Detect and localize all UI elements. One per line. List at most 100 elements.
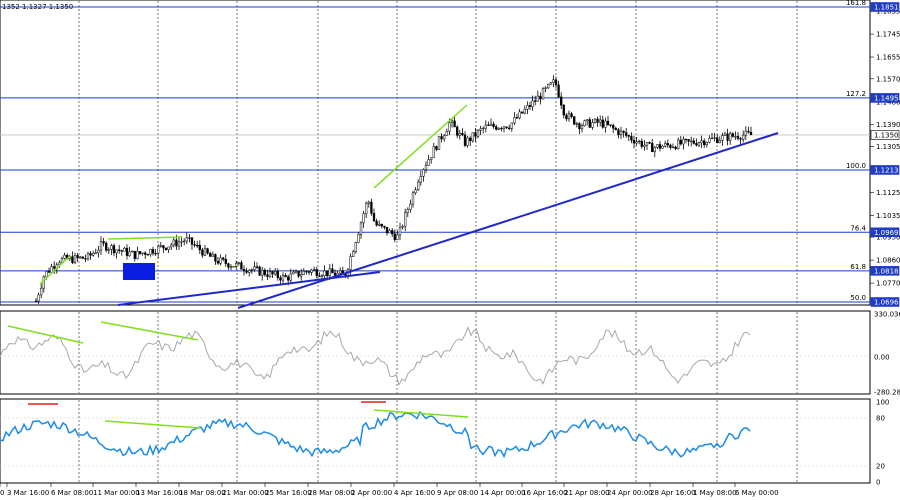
candle-body <box>102 241 105 244</box>
candle-body <box>526 105 529 110</box>
candle-body <box>183 240 186 243</box>
time-tick-label: 18 Mar 08:00 <box>179 489 226 497</box>
cci-tick-label: -280.2846 <box>874 389 900 397</box>
candle-body <box>671 146 675 149</box>
candle-body <box>726 133 729 141</box>
candle-body <box>541 88 545 100</box>
cci-pane[interactable] <box>0 310 871 395</box>
price-level-tag <box>870 297 900 307</box>
candle-body <box>554 79 558 86</box>
candle-body <box>401 225 404 228</box>
candle-body <box>107 249 110 251</box>
time-tick-label: 3 Mar 16:00 <box>7 489 49 497</box>
candle-body <box>583 120 586 127</box>
candle-body <box>664 143 667 147</box>
candle-body <box>255 266 259 268</box>
candle-body <box>359 222 363 235</box>
candle-body <box>281 275 285 281</box>
candle-body <box>159 245 162 247</box>
cci-indicator <box>0 321 870 386</box>
candle-body <box>469 137 472 142</box>
candle-body <box>749 131 753 136</box>
candle-body <box>40 287 43 296</box>
candle-body <box>151 249 155 254</box>
candle-body <box>409 203 412 210</box>
cci-axis: 330.0361 0.00 -280.2846 <box>874 311 900 397</box>
candle-body <box>34 300 38 303</box>
candle-body <box>391 230 394 235</box>
candle-body <box>430 157 433 160</box>
candle-body <box>742 134 745 140</box>
candle-body <box>596 118 599 123</box>
price-tick-label: 1.0860 <box>876 257 900 265</box>
rsi-indicator <box>0 401 870 467</box>
candle-body <box>149 249 152 255</box>
fib-level-label: 161.8 <box>846 0 866 7</box>
candle-body <box>45 271 48 278</box>
candle-body <box>365 203 368 215</box>
time-tick-label: 28 Apr 16:00 <box>650 489 696 497</box>
candle-body <box>497 127 500 130</box>
candle-body <box>502 126 506 129</box>
candle-body <box>307 271 311 273</box>
candle-body <box>700 140 703 143</box>
cci-divergence-line <box>7 325 84 344</box>
candle-body <box>523 108 526 114</box>
price-annotations[interactable] <box>39 104 779 309</box>
candle-body <box>240 262 243 270</box>
candle-body <box>508 127 511 130</box>
candle-body <box>593 118 597 123</box>
candle-body <box>440 136 443 140</box>
fib-level-label: 127.2 <box>846 90 866 98</box>
fib-level-label: 61.8 <box>850 263 866 271</box>
candle-body <box>617 129 620 136</box>
candle-body <box>248 269 251 273</box>
candle-body <box>653 147 656 153</box>
candle-body <box>211 254 214 257</box>
candle-body <box>679 139 682 145</box>
time-tick-label: 9 Apr 08:00 <box>437 489 478 497</box>
time-tick-label: 2 Apr 00:00 <box>351 489 392 497</box>
cci-tick-label: 0.00 <box>874 354 890 362</box>
candle-body <box>164 247 168 250</box>
candle-body <box>216 260 220 264</box>
candle-body <box>609 124 612 126</box>
candle-body <box>258 266 261 276</box>
candle-body <box>684 138 688 141</box>
candle-body <box>328 268 331 277</box>
candle-body <box>510 122 513 129</box>
candle-body <box>479 128 482 131</box>
candle-body <box>125 247 129 256</box>
rsi-line <box>0 410 751 459</box>
candle-body <box>599 119 602 123</box>
candle-body <box>167 246 170 250</box>
candle-body <box>716 137 719 143</box>
candle-body <box>229 266 233 268</box>
candle-body <box>437 136 441 150</box>
candle-body <box>209 253 212 257</box>
price-tick-label: 1.1655 <box>876 54 900 62</box>
candle-body <box>435 146 438 150</box>
candle-body <box>287 276 290 281</box>
trend-line-lower <box>117 271 381 306</box>
candle-body <box>339 270 342 274</box>
candle-body <box>674 146 677 149</box>
candle-body <box>105 242 108 251</box>
divergence-line <box>373 104 468 189</box>
candle-body <box>235 263 238 267</box>
candle-body <box>443 135 446 140</box>
price-pane[interactable] <box>0 0 871 306</box>
candle-body <box>177 241 181 247</box>
candle-body <box>110 245 113 250</box>
candlesticks <box>34 75 753 304</box>
candle-body <box>193 244 196 246</box>
candle-body <box>190 237 194 245</box>
candle-body <box>250 269 253 271</box>
candle-body <box>482 127 485 130</box>
candle-body <box>549 82 552 85</box>
rsi-pane[interactable] <box>0 398 871 484</box>
candle-body <box>695 143 698 146</box>
candle-body <box>133 250 136 259</box>
